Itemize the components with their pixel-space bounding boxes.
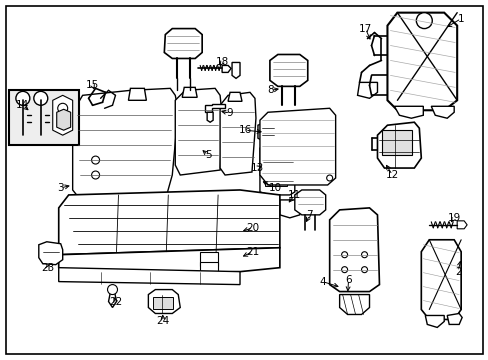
Circle shape: [107, 285, 117, 294]
Polygon shape: [227, 92, 242, 101]
Circle shape: [91, 156, 100, 164]
Polygon shape: [339, 294, 369, 315]
Text: 21: 21: [246, 247, 259, 257]
Polygon shape: [39, 242, 62, 265]
Polygon shape: [53, 95, 73, 135]
Text: 8: 8: [267, 85, 274, 95]
Text: 9: 9: [226, 108, 233, 118]
Polygon shape: [357, 82, 377, 98]
Polygon shape: [421, 240, 460, 319]
Polygon shape: [425, 315, 443, 328]
Text: 13: 13: [250, 163, 263, 173]
Text: 11: 11: [287, 190, 301, 200]
Circle shape: [91, 171, 100, 179]
Polygon shape: [220, 92, 255, 175]
Polygon shape: [294, 190, 325, 215]
Polygon shape: [182, 87, 197, 97]
Polygon shape: [108, 292, 116, 307]
Polygon shape: [59, 268, 240, 285]
Polygon shape: [148, 289, 180, 314]
Polygon shape: [73, 88, 178, 200]
Polygon shape: [59, 248, 279, 275]
Bar: [200, 252, 218, 266]
Polygon shape: [456, 221, 466, 229]
Text: 24: 24: [156, 316, 170, 327]
Text: 6: 6: [345, 275, 351, 285]
Text: 14: 14: [16, 100, 29, 110]
Polygon shape: [377, 122, 421, 168]
Polygon shape: [175, 88, 222, 175]
Polygon shape: [279, 200, 299, 218]
Bar: [382, 130, 411, 155]
Text: 22: 22: [109, 297, 122, 306]
Bar: [264, 172, 286, 186]
Polygon shape: [232, 62, 240, 78]
Text: 12: 12: [385, 170, 398, 180]
Bar: [9, 90, 79, 145]
Text: 1: 1: [457, 14, 464, 24]
Circle shape: [415, 13, 431, 28]
Polygon shape: [430, 106, 453, 118]
Text: 15: 15: [86, 80, 99, 90]
Text: 4: 4: [319, 276, 325, 287]
Circle shape: [34, 91, 48, 105]
Text: 5: 5: [204, 150, 211, 160]
Polygon shape: [269, 54, 307, 86]
Polygon shape: [260, 143, 294, 195]
Text: 3: 3: [57, 183, 64, 193]
Circle shape: [361, 252, 367, 258]
Polygon shape: [394, 106, 423, 118]
Polygon shape: [164, 28, 202, 58]
Polygon shape: [207, 112, 213, 122]
Text: 7: 7: [306, 210, 312, 220]
Polygon shape: [260, 108, 335, 185]
Text: 17: 17: [358, 24, 371, 33]
Circle shape: [58, 103, 67, 113]
Text: 19: 19: [447, 213, 460, 223]
Circle shape: [341, 252, 347, 258]
Circle shape: [326, 175, 332, 181]
Polygon shape: [128, 88, 146, 100]
Bar: [200, 262, 218, 274]
Text: 18: 18: [215, 58, 228, 67]
Polygon shape: [59, 190, 279, 255]
Polygon shape: [258, 122, 277, 142]
Polygon shape: [222, 66, 230, 72]
Text: 16: 16: [238, 125, 251, 135]
Polygon shape: [329, 208, 379, 292]
Bar: [153, 297, 173, 309]
Text: 20: 20: [246, 223, 259, 233]
Polygon shape: [447, 314, 461, 324]
Text: 23: 23: [41, 263, 54, 273]
Text: 10: 10: [268, 183, 281, 193]
Polygon shape: [205, 104, 224, 112]
Text: 2: 2: [454, 267, 461, 276]
Circle shape: [361, 267, 367, 273]
Bar: [264, 153, 286, 167]
Circle shape: [16, 91, 30, 105]
Circle shape: [341, 267, 347, 273]
Polygon shape: [386, 13, 456, 110]
Polygon shape: [57, 109, 71, 130]
